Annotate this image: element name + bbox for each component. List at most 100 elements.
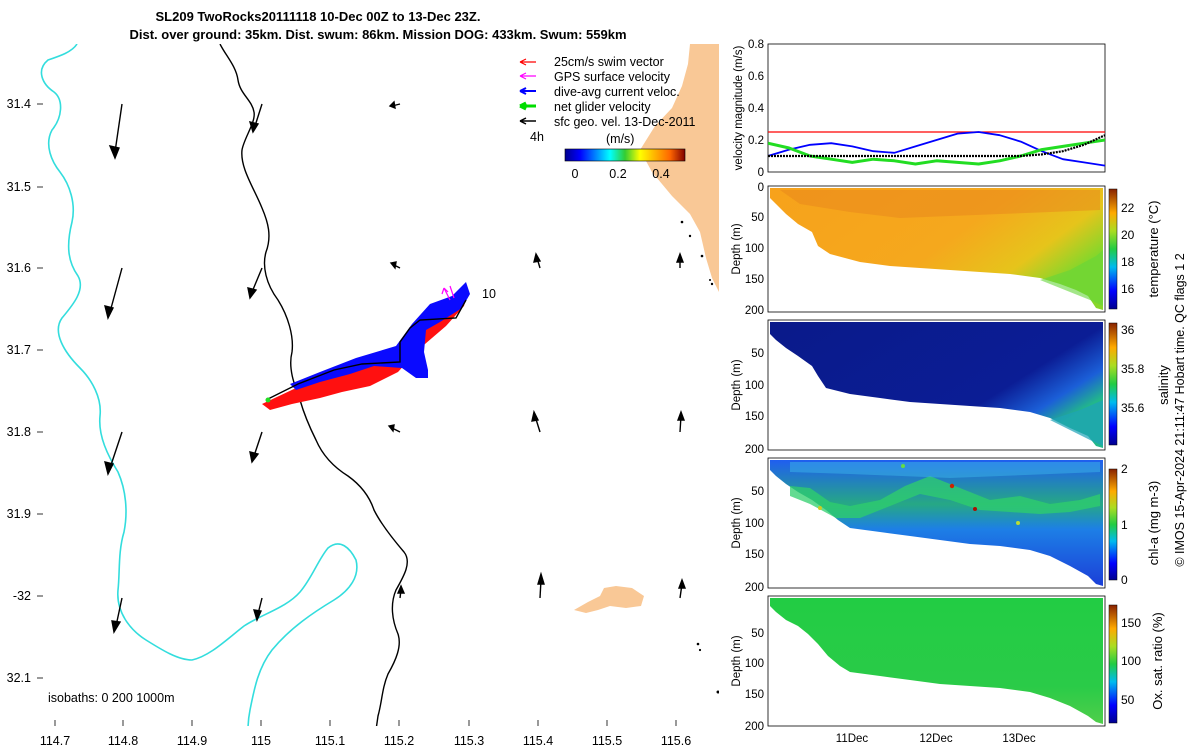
velocity-y-tick: 0.2 xyxy=(748,135,764,147)
lon-tick: 115.4 xyxy=(523,734,553,748)
salinity-section xyxy=(770,322,1103,448)
isobaths-label: isobaths: 0 200 1000m xyxy=(48,691,174,705)
lat-tick: 31.5 xyxy=(7,180,31,194)
land-coastline xyxy=(640,44,719,292)
net-velocity-track xyxy=(265,299,467,401)
oxygen-y-ticks: 50 100 150 200 xyxy=(745,628,764,733)
lon-tick: 115 xyxy=(251,734,271,748)
geo-arrow xyxy=(533,252,542,269)
lat-tick: 31.7 xyxy=(7,343,31,357)
lat-tick: 31.6 xyxy=(7,261,31,275)
temperature-warm-patch xyxy=(780,190,1100,218)
legend-item: dive-avg current veloc. xyxy=(554,85,680,99)
depth-tick: 150 xyxy=(745,549,764,561)
geo-arrow xyxy=(531,409,541,433)
depth-tick: 50 xyxy=(751,212,764,224)
date-tick: 11Dec xyxy=(836,733,869,745)
date-tick: 12Dec xyxy=(919,733,952,745)
geo-arrow xyxy=(111,597,123,634)
geo-arrow xyxy=(249,431,263,464)
lat-tick: 32.1 xyxy=(7,671,31,685)
depth-tick: 150 xyxy=(745,411,764,423)
cbar-tick: 20 xyxy=(1121,228,1135,242)
temperature-y-ticks: 0 50 100 150 200 xyxy=(745,182,764,317)
velocity-y-tick: 0.4 xyxy=(748,103,765,115)
temperature-cool-patch xyxy=(1040,250,1103,306)
colorbar-unit: (m/s) xyxy=(606,132,634,146)
geostrophic-arrows xyxy=(104,100,687,634)
title-line-1: SL209 TwoRocks20111118 10-Dec 00Z to 13-… xyxy=(156,9,481,24)
legend-item: 25cm/s swim vector xyxy=(554,55,664,69)
depth-tick: 100 xyxy=(745,518,764,530)
oxygen-colorbar xyxy=(1108,604,1118,724)
depth-tick: 150 xyxy=(745,274,764,286)
lat-tick: -32 xyxy=(13,589,31,603)
title-line-2: Dist. over ground: 35km. Dist. swum: 86k… xyxy=(129,27,626,42)
lon-tick: 114.7 xyxy=(40,734,70,748)
velocity-ylabel: velocity magnitude (m/s) xyxy=(733,46,745,171)
legend-item: sfc geo. vel. 13-Dec-2011 xyxy=(554,115,696,129)
glider-track xyxy=(262,282,470,410)
depth-tick: 50 xyxy=(751,348,764,360)
speed-colorbar xyxy=(564,148,686,162)
temperature-section xyxy=(770,188,1103,310)
geo-arrow xyxy=(108,103,123,160)
cbar-tick: 50 xyxy=(1121,693,1135,707)
geo-arrow xyxy=(677,578,687,599)
cbar-tick: 16 xyxy=(1121,282,1135,296)
island xyxy=(574,586,644,613)
geo-arrow xyxy=(676,410,686,433)
salinity-fresh-patch xyxy=(1050,400,1103,446)
lon-tick: 115.1 xyxy=(315,734,345,748)
lat-tick: 31.8 xyxy=(7,425,31,439)
cbar-tick: 2 xyxy=(1121,462,1128,476)
cbar-tick: 0 xyxy=(1121,573,1128,587)
depth-tick: 100 xyxy=(745,243,764,255)
depth-tick: 50 xyxy=(751,628,764,640)
velocity-panel: 0 0.2 0.4 0.6 0.8 velocity magnitude (m/s) xyxy=(733,39,1106,179)
velocity-series-net-glider-velocity xyxy=(768,138,1105,166)
date-tick: 13Dec xyxy=(1002,733,1035,745)
colorbar-tick: 0.4 xyxy=(652,167,669,181)
velocity-series xyxy=(768,131,1105,167)
salinity-colorbar xyxy=(1108,322,1118,446)
salinity-ylabel: Depth (m) xyxy=(731,359,743,410)
chlorophyll-hotspots xyxy=(818,464,1020,525)
cbar-tick: 150 xyxy=(1121,616,1141,630)
depth-tick: 150 xyxy=(745,689,764,701)
cbar-tick: 35.6 xyxy=(1121,401,1145,415)
salinity-y-ticks: 50 100 150 200 xyxy=(745,348,764,456)
cbar-tick: 18 xyxy=(1121,255,1135,269)
coastal-rocks xyxy=(680,220,719,694)
velocity-y-ticks: 0 0.2 0.4 0.6 0.8 xyxy=(748,39,765,179)
time-scale-label: 4h xyxy=(530,130,544,144)
temperature-colorbar xyxy=(1108,188,1118,310)
map-panel: 10 xyxy=(7,44,719,748)
footer-credit: © IMOS 15-Apr-2024 21:11:47 Hobart time.… xyxy=(1173,253,1187,566)
geo-arrow xyxy=(387,424,401,433)
depth-tick: 50 xyxy=(751,486,764,498)
chlorophyll-y-ticks: 50 100 150 200 xyxy=(745,486,764,594)
track-start-marker xyxy=(265,397,271,403)
oxygen-ylabel: Depth (m) xyxy=(731,635,743,686)
chlorophyll-section xyxy=(770,460,1103,586)
geo-arrow xyxy=(247,267,263,300)
swim-vector-swath xyxy=(262,292,468,410)
geo-arrow xyxy=(389,261,401,270)
map-axis-ticks xyxy=(37,103,677,726)
velocity-y-tick: 0.8 xyxy=(748,39,764,51)
gps-surface-velocity-arrows xyxy=(441,285,455,301)
cbar-tick: 35.8 xyxy=(1121,362,1145,376)
geo-arrow xyxy=(104,431,123,477)
chlorophyll-cbar-label: chl-a (mg m-3) xyxy=(1146,481,1161,566)
depth-tick: 100 xyxy=(745,658,764,670)
chlorophyll-light-band xyxy=(790,462,1100,478)
lon-tick: 115.6 xyxy=(661,734,691,748)
chlorophyll-colorbar xyxy=(1108,468,1118,581)
lon-tick: 115.3 xyxy=(454,734,484,748)
salinity-panel: 50 100 150 200 Depth (m) 36 35.8 35.6 sa… xyxy=(731,319,1171,456)
cbar-tick: 22 xyxy=(1121,201,1135,215)
velocity-series-sfc-geo-velocity xyxy=(768,134,1105,158)
isobath-1000m xyxy=(40,44,358,726)
